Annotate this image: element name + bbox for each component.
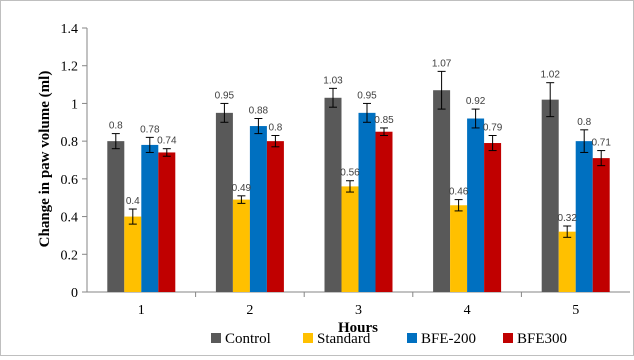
data-label: 0.79 (483, 122, 503, 133)
legend-swatch (503, 333, 513, 343)
data-label: 0.8 (109, 121, 123, 132)
bar (249, 126, 267, 292)
data-label: 0.95 (215, 90, 235, 101)
bar (575, 141, 593, 292)
x-tick-label: 1 (138, 303, 145, 318)
data-label: 0.32 (557, 213, 577, 224)
bar (484, 143, 502, 292)
legend-item: Standard (303, 331, 371, 347)
bar (558, 231, 576, 292)
data-label: 0.46 (449, 187, 469, 198)
y-tick-label: 1.4 (61, 22, 79, 37)
y-tick-label: 0 (71, 286, 78, 301)
bar (467, 118, 485, 292)
data-label: 1.07 (432, 58, 452, 69)
legend-swatch (211, 333, 221, 343)
legend-label: BFE-200 (421, 331, 476, 347)
data-label: 0.49 (232, 183, 252, 194)
data-label: 0.78 (140, 124, 160, 135)
y-tick-label: 1 (71, 97, 78, 112)
y-tick-label: 0.2 (61, 248, 79, 263)
bars (107, 70, 610, 293)
data-label: 0.4 (126, 196, 140, 207)
data-label: 0.74 (157, 136, 177, 147)
legend-item: BFE-200 (407, 331, 476, 347)
x-axis-title: Hours (338, 320, 378, 336)
data-label: 0.88 (249, 106, 269, 117)
data-label: 0.85 (374, 115, 394, 126)
bar (232, 199, 250, 292)
data-label: 0.95 (357, 90, 377, 101)
bar (141, 144, 159, 292)
data-label: 0.8 (268, 122, 282, 133)
bar (107, 141, 125, 292)
legend-item: BFE300 (503, 331, 567, 347)
bar (124, 216, 142, 292)
data-label: 0.8 (577, 117, 591, 128)
x-tick-label: 2 (246, 303, 253, 318)
axes: 0 0.2 0.4 0.6 0.8 1 1.2 1.4 1 2 3 4 5 (61, 22, 630, 318)
bar (324, 97, 342, 293)
legend-label: Standard (317, 331, 371, 347)
data-label: 0.92 (466, 96, 486, 107)
bar (541, 99, 559, 293)
x-tick-label: 5 (572, 303, 579, 318)
bar (375, 131, 393, 292)
legend-swatch (407, 333, 417, 343)
y-tick-label: 0.4 (61, 211, 79, 226)
bar (158, 152, 176, 292)
bar (341, 186, 359, 292)
data-label: 1.02 (540, 70, 560, 81)
bar (450, 205, 468, 292)
data-label: 0.56 (340, 168, 360, 179)
bar (215, 112, 233, 292)
data-label: 0.71 (591, 138, 611, 149)
bar (266, 141, 284, 292)
y-axis-title: Change in paw volume (ml) (37, 71, 53, 248)
y-tick-label: 0.8 (61, 135, 79, 150)
legend-label: BFE300 (517, 331, 567, 347)
legend-swatch (303, 333, 313, 343)
x-tick-label: 4 (464, 303, 471, 318)
y-tick-label: 1.2 (61, 60, 79, 75)
data-label: 1.03 (323, 75, 343, 86)
legend-item: Control (211, 331, 271, 347)
bar (358, 112, 376, 292)
bar (592, 158, 610, 292)
x-tick-label: 3 (355, 303, 362, 318)
data-labels: 0.8 0.4 0.780.74 0.95 0.49 0.88 0.8 1.03 0.56 0.9… (109, 58, 612, 224)
bar (433, 90, 451, 292)
legend-label: Control (225, 331, 271, 347)
y-tick-label: 0.6 (61, 173, 79, 188)
legend: Control Standard BFE-200 BFE300 (211, 331, 567, 347)
